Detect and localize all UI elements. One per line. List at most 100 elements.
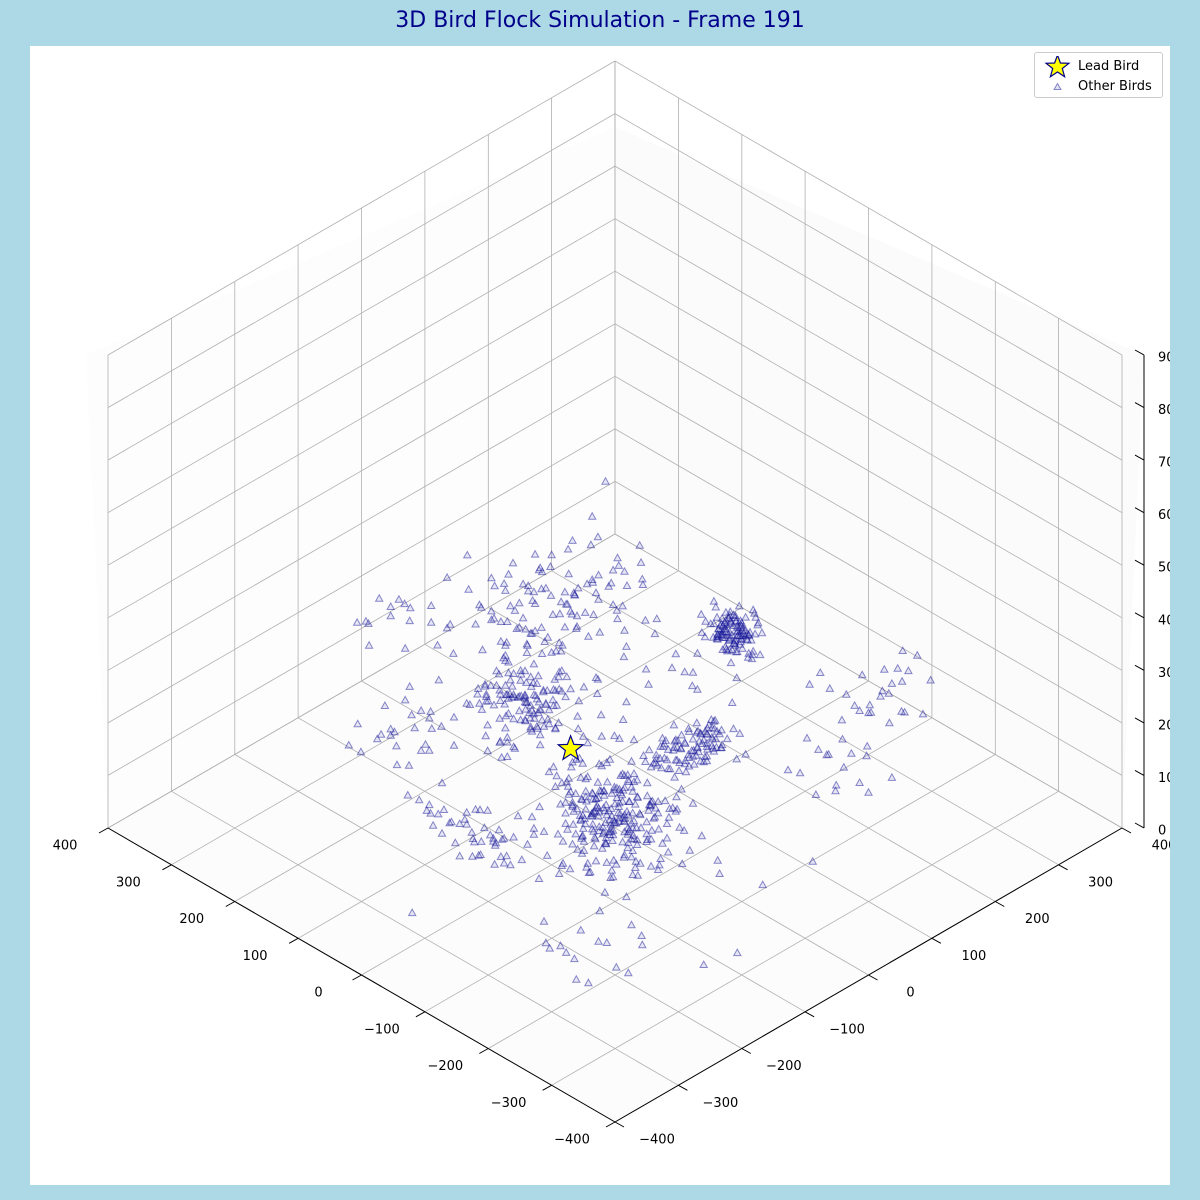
bird-point: [725, 630, 735, 639]
bird-point: [500, 650, 510, 659]
bird-point: [647, 825, 657, 834]
bird-point: [646, 797, 656, 806]
bird-point: [551, 646, 561, 655]
bird-point: [647, 796, 657, 805]
bird-point: [651, 750, 661, 759]
bird-point: [749, 608, 759, 617]
bird-point: [736, 621, 746, 630]
bird-point: [492, 666, 501, 675]
floor-gridline-y: [234, 754, 743, 1049]
bird-point: [731, 616, 741, 625]
bird-point: [640, 756, 650, 765]
bird-point: [605, 754, 615, 763]
bird-point: [627, 852, 636, 861]
bird-point: [704, 720, 714, 729]
bird-point: [537, 648, 547, 657]
bird-point: [486, 680, 496, 689]
bird-point: [537, 567, 547, 576]
wall-gridline-z: [614, 60, 1123, 356]
bird-point: [694, 736, 704, 745]
floor-gridline-y: [297, 717, 806, 1013]
bird-point: [681, 767, 691, 776]
bird-point: [500, 640, 510, 649]
bird-point: [535, 802, 545, 811]
z-tick: [1134, 349, 1145, 356]
bird-point: [497, 752, 507, 761]
bird-point: [602, 777, 612, 786]
z-tick-label: 700: [1158, 456, 1170, 471]
bird-point: [609, 855, 619, 864]
bird-point: [545, 943, 555, 952]
bird-point: [730, 611, 740, 620]
bird-point: [531, 690, 541, 699]
bird-point: [748, 646, 758, 655]
bird-point: [546, 590, 556, 599]
bird-point: [509, 832, 519, 841]
y-tick-label: 200: [1025, 912, 1050, 927]
bird-point: [729, 620, 738, 629]
bird-point: [426, 600, 436, 609]
bird-point: [680, 667, 690, 676]
bird-point: [732, 754, 742, 763]
bird-point: [530, 549, 540, 558]
bird-point: [588, 577, 598, 586]
bird-point: [605, 829, 615, 838]
bird-point: [421, 739, 430, 748]
bird-point: [428, 820, 438, 829]
triangle-icon: [1053, 82, 1062, 90]
bird-point: [462, 807, 472, 816]
bird-point: [653, 864, 663, 873]
bird-point: [502, 737, 512, 746]
bird-point: [712, 726, 722, 735]
bird-point: [724, 613, 734, 622]
bird-point: [731, 647, 741, 656]
bird-point: [534, 873, 544, 882]
bird-point: [481, 691, 491, 700]
bird-point: [591, 802, 601, 811]
bird-point: [601, 839, 611, 848]
bird-point: [741, 631, 751, 640]
bird-point: [691, 750, 701, 759]
bird-point: [884, 688, 894, 697]
bird-point: [687, 745, 697, 754]
bird-point: [718, 630, 728, 639]
bird-point: [492, 680, 501, 689]
bird-point: [597, 761, 607, 770]
bird-point: [499, 858, 509, 867]
bird-point: [589, 807, 599, 816]
bird-point: [554, 718, 564, 727]
bird-point: [726, 658, 736, 667]
wall-gridline-z: [107, 165, 616, 461]
bird-point: [651, 803, 661, 812]
bird-point: [711, 734, 721, 743]
bird-point: [660, 796, 670, 805]
bird-point: [641, 664, 651, 673]
bird-point: [658, 733, 667, 742]
bird-point: [684, 752, 694, 761]
bird-point: [571, 974, 581, 983]
bird-point: [688, 751, 698, 760]
bird-point: [609, 817, 619, 826]
bird-point: [544, 705, 554, 714]
bird-point: [596, 710, 606, 719]
lead-bird-point: [556, 734, 585, 761]
bird-point: [730, 640, 740, 649]
bird-point: [653, 796, 663, 805]
bird-point: [563, 824, 572, 833]
bird-point: [462, 819, 472, 828]
wall-gridline-z: [107, 533, 616, 829]
bird-point: [636, 823, 646, 832]
bird-point: [703, 744, 712, 753]
bird-point: [583, 631, 593, 640]
bird-point: [509, 714, 519, 723]
x-tick: [162, 864, 172, 871]
bird-point: [495, 689, 505, 698]
x-tick-label: −200: [427, 1059, 463, 1074]
bird-point: [736, 623, 745, 632]
bird-point: [635, 810, 645, 819]
bird-point: [561, 808, 571, 817]
bird-point: [579, 845, 589, 854]
bird-point: [824, 749, 834, 758]
bird-point: [620, 813, 630, 822]
bird-point: [353, 719, 363, 728]
